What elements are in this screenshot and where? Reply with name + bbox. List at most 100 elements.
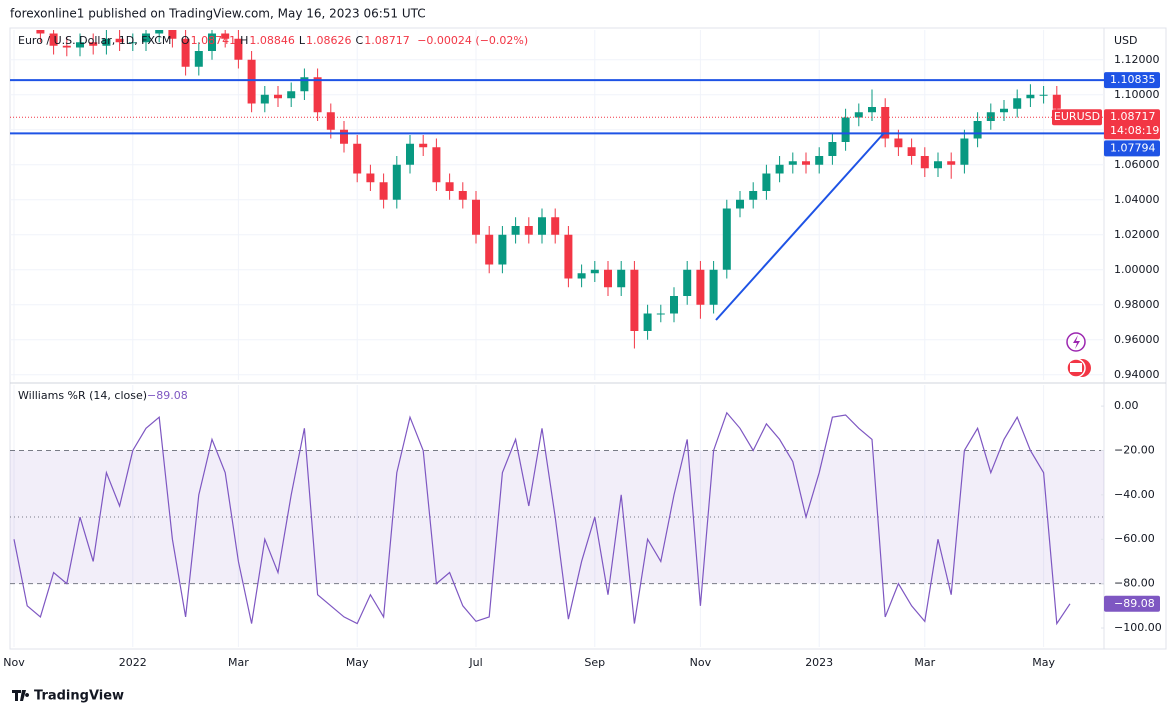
y-tick-label: 0.96000 (1114, 333, 1160, 346)
symbol-badge: EURUSD (1054, 110, 1100, 123)
candle-body (102, 38, 111, 46)
candle-body (854, 112, 863, 118)
y-tick-label: 1.04000 (1114, 193, 1160, 206)
candle-body (538, 217, 546, 235)
symbol: Euro / U.S. Dollar, 1D, FXCM (18, 34, 172, 47)
legend-value: 1.08846 (249, 34, 295, 47)
candle-body (300, 77, 309, 92)
candle-body (1052, 94, 1061, 109)
candle-body (551, 217, 560, 235)
legend-key: O (180, 34, 190, 47)
candle-body (564, 234, 573, 279)
candle-body (392, 164, 401, 200)
x-tick-label: Nov (690, 656, 712, 669)
candle-body (907, 147, 916, 156)
last-price-label: 1.08717 (1110, 110, 1156, 123)
brand-name: TradingView (34, 689, 124, 704)
indicator-value: −89.08 (147, 389, 188, 402)
candle-body (432, 147, 441, 183)
level-label: 1.10835 (1110, 73, 1156, 86)
candle-body (458, 191, 467, 200)
ohlc: O1.08741 H1.08846 L1.08626 C1.08717 (181, 34, 414, 47)
y-tick-label: −20.00 (1114, 443, 1155, 456)
legend-key: H (240, 34, 249, 47)
candle-body (986, 112, 995, 121)
candle-body (287, 91, 296, 99)
event-icon-flag (1070, 363, 1082, 372)
axis-unit: USD (1114, 34, 1138, 47)
y-tick-label: 1.00000 (1114, 263, 1160, 276)
candle-body (366, 173, 375, 183)
candle-body (590, 269, 599, 274)
last-price-badge (1104, 109, 1160, 140)
candle-body (788, 161, 797, 165)
legend-key: C (355, 34, 364, 47)
candle-body (815, 156, 824, 165)
x-tick-label: 2023 (805, 656, 833, 669)
candle-body (881, 107, 890, 139)
candle-body (709, 269, 718, 305)
x-tick-label: Sep (584, 656, 605, 669)
candle-body (960, 138, 969, 165)
candle-body (749, 191, 758, 200)
candle-body (973, 121, 982, 139)
wr-badge-label: −89.08 (1114, 597, 1155, 610)
candle-body (683, 269, 692, 296)
candle-body (76, 42, 84, 48)
indicator-pane (10, 385, 1104, 647)
candle-body (62, 45, 71, 48)
candle-body (221, 33, 230, 39)
y-tick-label: −80.00 (1114, 577, 1155, 590)
legend-value: 1.08626 (306, 34, 352, 47)
legend: Euro / U.S. Dollar, 1D, FXCM O1.08741 H1.… (18, 34, 532, 47)
legend-key: L (298, 34, 306, 47)
candle-body (604, 269, 612, 288)
candle-body (445, 182, 454, 191)
candle-body (947, 161, 956, 165)
x-tick-label: Mar (228, 656, 249, 669)
countdown: 14:08:19 (1110, 124, 1159, 137)
frame (9, 27, 1167, 650)
candle-body (920, 156, 929, 169)
candle-body (722, 208, 731, 270)
candle-body (762, 173, 771, 191)
candle-body (670, 296, 678, 314)
y-tick-label: −100.00 (1114, 621, 1162, 634)
symbol-badge-bg (1052, 109, 1102, 126)
candle-body (498, 234, 507, 265)
brand-logo (12, 690, 30, 701)
x-tick-label: Nov (3, 656, 25, 669)
candle-body (1026, 94, 1035, 99)
candle-body (274, 94, 282, 99)
candle-body (736, 199, 744, 209)
candle-body (49, 33, 58, 46)
published-note: forexonline1 published on TradingView.co… (10, 7, 426, 21)
x-tick-label: Jul (468, 656, 482, 669)
overlays: 1.120001.100001.080001.060001.040001.020… (3, 53, 1161, 669)
legend-value: 1.08741 (190, 34, 237, 47)
candle-body (524, 226, 533, 235)
candle-body (577, 273, 586, 279)
candle-body (485, 234, 494, 265)
candle-body (1013, 98, 1022, 109)
wr-line (13, 411, 1071, 626)
level-label: 1.07794 (1110, 141, 1156, 154)
y-tick-label: 0.00 (1114, 399, 1139, 412)
x-tick-label: Mar (914, 656, 935, 669)
candle-body (208, 33, 216, 51)
x-tick-label: May (346, 656, 369, 669)
candle-body (696, 269, 705, 305)
band-fill (10, 450, 1104, 584)
candle-body (643, 313, 652, 331)
candle-body (313, 77, 322, 113)
candle-body (934, 161, 942, 169)
candle-body (828, 142, 837, 156)
candle-body (1039, 94, 1048, 96)
candle-body (128, 42, 137, 44)
candle-body (775, 164, 784, 174)
candle-body (617, 269, 626, 288)
y-tick-label: −40.00 (1114, 488, 1155, 501)
candle-body (406, 143, 414, 165)
